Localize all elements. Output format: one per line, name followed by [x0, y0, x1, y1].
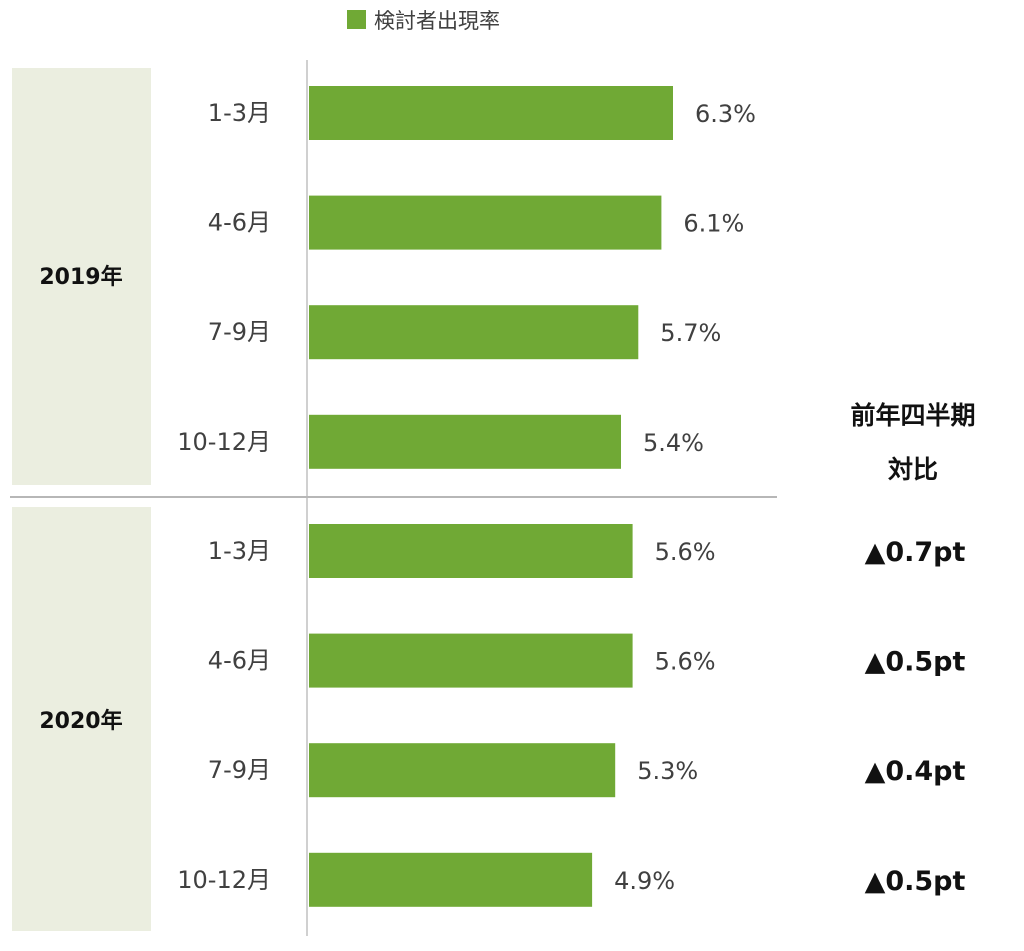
category-label: 10-12月	[177, 428, 271, 456]
category-label: 10-12月	[177, 866, 271, 894]
group-band-2020	[12, 507, 151, 931]
value-label: 5.3%	[637, 757, 698, 785]
category-label: 1-3月	[208, 99, 271, 127]
yoy-value: ▲0.4pt	[865, 756, 966, 787]
category-label: 7-9月	[208, 756, 271, 784]
value-label: 5.6%	[655, 648, 716, 676]
group-band-2019	[12, 68, 151, 485]
category-label: 7-9月	[208, 318, 271, 346]
bar-2019-q2	[309, 195, 662, 250]
value-label: 6.3%	[695, 100, 756, 128]
value-label: 6.1%	[683, 210, 744, 238]
yoy-layer: ▲0.7pt ▲0.5pt ▲0.4pt ▲0.5pt	[865, 537, 966, 897]
group-label-2019: 2019年	[39, 264, 122, 290]
group-label-2020: 2020年	[39, 708, 122, 734]
bar-2020-q3	[309, 743, 616, 798]
yoy-header-line1: 前年四半期	[850, 401, 975, 430]
legend-swatch	[347, 10, 366, 29]
bar-2019-q1	[309, 86, 673, 140]
category-label: 4-6月	[208, 209, 271, 237]
yoy-value: ▲0.5pt	[865, 647, 966, 678]
legend-label: 検討者出現率	[374, 9, 500, 33]
bar-2020-q1	[309, 524, 633, 578]
bar-2019-q4	[309, 414, 621, 469]
yoy-value: ▲0.7pt	[865, 537, 966, 568]
bar-2020-q2	[309, 633, 633, 688]
category-label: 4-6月	[208, 647, 271, 675]
yoy-header-line2: 対比	[888, 455, 938, 484]
value-label: 5.7%	[660, 319, 721, 347]
bar-2019-q3	[309, 305, 639, 360]
value-label: 5.6%	[655, 538, 716, 566]
category-label: 1-3月	[208, 537, 271, 565]
value-label: 5.4%	[643, 429, 704, 457]
bars-layer: 1-3月 6.3% 4-6月 6.1% 7-9月 5.7% 10-12月 5.4% 1-3月 5.…	[177, 86, 756, 907]
bar-2020-q4	[309, 852, 593, 907]
value-label: 4.9%	[614, 867, 675, 895]
yoy-value: ▲0.5pt	[865, 866, 966, 897]
